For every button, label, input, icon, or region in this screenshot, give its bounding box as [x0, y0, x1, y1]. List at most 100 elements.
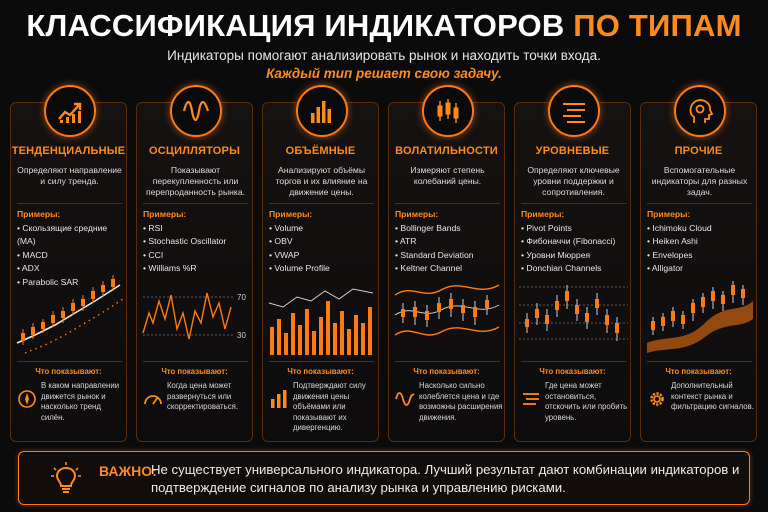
levels-icon: [548, 85, 600, 137]
list-item: Уровни Мюррея: [521, 249, 629, 262]
divider: [143, 361, 248, 362]
level-70-label: 70: [237, 293, 246, 302]
card-description: Определяют ключевые уровни поддержки и с…: [527, 165, 620, 197]
title-main: КЛАССИФИКАЦИЯ ИНДИКАТОРОВ: [26, 8, 565, 43]
list-item: CCI: [143, 249, 251, 262]
examples-list: RSI Stochastic Oscillator CCI Williams %…: [143, 222, 251, 276]
examples-list: Pivot Points Фибоначчи (Fibonacci) Уровн…: [521, 222, 629, 276]
list-item: RSI: [143, 222, 251, 235]
list-item: Parabolic SAR: [17, 276, 125, 289]
list-item: Volume Profile: [269, 262, 377, 275]
list-item: ATR: [395, 235, 503, 248]
divider: [17, 203, 122, 204]
wave-icon: [170, 85, 222, 137]
page-title: КЛАССИФИКАЦИЯ ИНДИКАТОРОВ ПО ТИПАМ: [0, 8, 768, 44]
shows-text: Насколько сильно колеблется цена и где в…: [419, 381, 503, 422]
list-item: Heiken Ashi: [647, 235, 755, 248]
divider: [647, 361, 752, 362]
list-item: MACD: [17, 249, 125, 262]
card-title: ВОЛАТИЛЬНОСТИ: [395, 145, 498, 157]
level-30-label: 30: [237, 331, 246, 340]
shows-label: Что показывают:: [161, 367, 228, 376]
examples-label: Примеры:: [269, 209, 313, 219]
wave-small-icon: [395, 392, 415, 406]
card-oscillators: ОСЦИЛЛЯТОРЫ Показывают перекупленность и…: [136, 85, 253, 442]
shows-text: Где цена может остановиться, отскочить и…: [545, 381, 628, 422]
list-item: OBV: [269, 235, 377, 248]
list-item: Bollinger Bands: [395, 222, 503, 235]
divider: [521, 361, 626, 362]
card-description: Показывают перекупленность или перепрода…: [146, 165, 245, 197]
list-item: Pivot Points: [521, 222, 629, 235]
list-item: Скользящие средние (MA): [17, 222, 125, 249]
list-item: Standard Deviation: [395, 249, 503, 262]
divider: [17, 361, 122, 362]
trend-chart: [16, 275, 124, 354]
card-volatility: ВОЛАТИЛЬНОСТИ Измеряют степень колебаний…: [388, 85, 505, 442]
candles-icon: [422, 85, 474, 137]
shows-label: Что показывают:: [413, 367, 480, 376]
lightbulb-icon: [51, 462, 81, 493]
title-accent: ПО ТИПАМ: [573, 8, 742, 43]
card-volume: ОБЪЁМНЫЕ Анализируют объёмы торгов и их …: [262, 85, 379, 442]
examples-label: Примеры:: [521, 209, 565, 219]
divider: [521, 203, 626, 204]
examples-list: Volume OBV VWAP Volume Profile: [269, 222, 377, 276]
shows-label: Что показывают:: [539, 367, 606, 376]
subtitle: Индикаторы помогают анализировать рынок …: [167, 48, 601, 63]
examples-label: Примеры:: [395, 209, 439, 219]
list-item: Ichimoku Cloud: [647, 222, 755, 235]
levels-small-icon: [523, 393, 539, 405]
list-item: Williams %R: [143, 262, 251, 275]
shows-text: В каком направлении движется рынок и нас…: [41, 381, 120, 422]
card-title: ПРОЧИЕ: [674, 145, 723, 157]
shows-text: Когда цена может развернуться или скорре…: [167, 381, 238, 411]
list-item: VWAP: [269, 249, 377, 262]
card-trend: ТЕНДЕНЦИАЛЬНЫЕ Определяют направление и …: [10, 85, 127, 442]
examples-list: Скользящие средние (MA) MACD ADX Parabol…: [17, 222, 125, 289]
divider: [395, 361, 500, 362]
card-levels: УРОВНЕВЫЕ Определяют ключевые уровни под…: [514, 85, 631, 442]
important-note: ВАЖНО: Не существует универсального инди…: [18, 451, 750, 505]
volume-chart: [268, 288, 374, 355]
shows-text: Подтверждают силу движения цены объёмами…: [293, 381, 366, 432]
examples-label: Примеры:: [17, 209, 61, 219]
divider: [395, 203, 500, 204]
card-title: ТЕНДЕНЦИАЛЬНЫЕ: [11, 145, 126, 157]
volume-bars-icon: [296, 85, 348, 137]
gauge-icon: [144, 395, 162, 405]
divider: [269, 203, 374, 204]
card-description: Анализируют объёмы торгов и их влияние н…: [275, 165, 368, 197]
divider: [269, 361, 374, 362]
list-item: Alligator: [647, 262, 755, 275]
card-title: УРОВНЕВЫЕ: [535, 145, 610, 157]
card-title: ОСЦИЛЛЯТОРЫ: [148, 145, 241, 157]
compass-icon: [18, 390, 36, 408]
trend-arrow-icon: [44, 85, 96, 137]
list-item: Envelopes: [647, 249, 755, 262]
other-chart: [647, 281, 753, 353]
levels-chart: [519, 285, 628, 341]
examples-label: Примеры:: [143, 209, 187, 219]
shows-label: Что показывают:: [665, 367, 732, 376]
card-title: ОБЪЁМНЫЕ: [285, 145, 356, 157]
list-item: Stochastic Oscillator: [143, 235, 251, 248]
examples-list: Bollinger Bands ATR Standard Deviation K…: [395, 222, 503, 276]
list-item: Keltner Channel: [395, 262, 503, 275]
card-description: Измеряют степень колебаний цены.: [410, 165, 485, 186]
list-item: Фибоначчи (Fibonacci): [521, 235, 629, 248]
gear-icon: [650, 392, 664, 406]
examples-label: Примеры:: [647, 209, 691, 219]
list-item: Volume: [269, 222, 377, 235]
card-description: Определяют направление и силу тренда.: [17, 165, 122, 186]
head-gear-icon: [674, 85, 726, 137]
divider: [143, 203, 248, 204]
shows-label: Что показывают:: [287, 367, 354, 376]
list-item: Donchian Channels: [521, 262, 629, 275]
examples-list: Ichimoku Cloud Heiken Ashi Envelopes All…: [647, 222, 755, 276]
shows-label: Что показывают:: [35, 367, 102, 376]
card-description: Вспомогательные индикаторы для разных за…: [651, 165, 748, 197]
important-label: ВАЖНО:: [99, 463, 157, 479]
list-item: ADX: [17, 262, 125, 275]
important-text: Не существует универсального индикатора.…: [151, 462, 740, 495]
